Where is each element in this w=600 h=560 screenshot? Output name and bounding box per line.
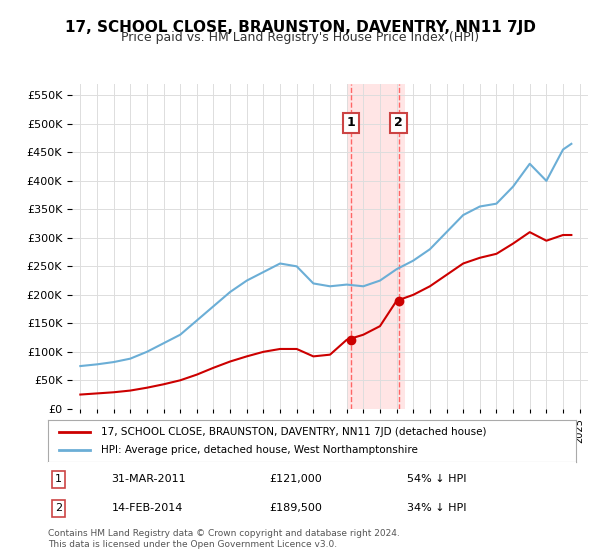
Text: 34% ↓ HPI: 34% ↓ HPI xyxy=(407,503,467,513)
Text: 17, SCHOOL CLOSE, BRAUNSTON, DAVENTRY, NN11 7JD (detached house): 17, SCHOOL CLOSE, BRAUNSTON, DAVENTRY, N… xyxy=(101,427,487,437)
Text: HPI: Average price, detached house, West Northamptonshire: HPI: Average price, detached house, West… xyxy=(101,445,418,455)
Text: 2: 2 xyxy=(55,503,62,513)
Text: 1: 1 xyxy=(346,116,355,129)
Text: 2: 2 xyxy=(394,116,403,129)
Text: 17, SCHOOL CLOSE, BRAUNSTON, DAVENTRY, NN11 7JD: 17, SCHOOL CLOSE, BRAUNSTON, DAVENTRY, N… xyxy=(65,20,535,35)
Text: 14-FEB-2014: 14-FEB-2014 xyxy=(112,503,183,513)
Bar xyxy=(347,84,405,409)
Text: 31-MAR-2011: 31-MAR-2011 xyxy=(112,474,186,484)
Text: Contains HM Land Registry data © Crown copyright and database right 2024.
This d: Contains HM Land Registry data © Crown c… xyxy=(48,529,400,549)
Text: Price paid vs. HM Land Registry's House Price Index (HPI): Price paid vs. HM Land Registry's House … xyxy=(121,31,479,44)
Text: £189,500: £189,500 xyxy=(270,503,323,513)
Text: 1: 1 xyxy=(55,474,62,484)
Text: 54% ↓ HPI: 54% ↓ HPI xyxy=(407,474,467,484)
Text: £121,000: £121,000 xyxy=(270,474,323,484)
